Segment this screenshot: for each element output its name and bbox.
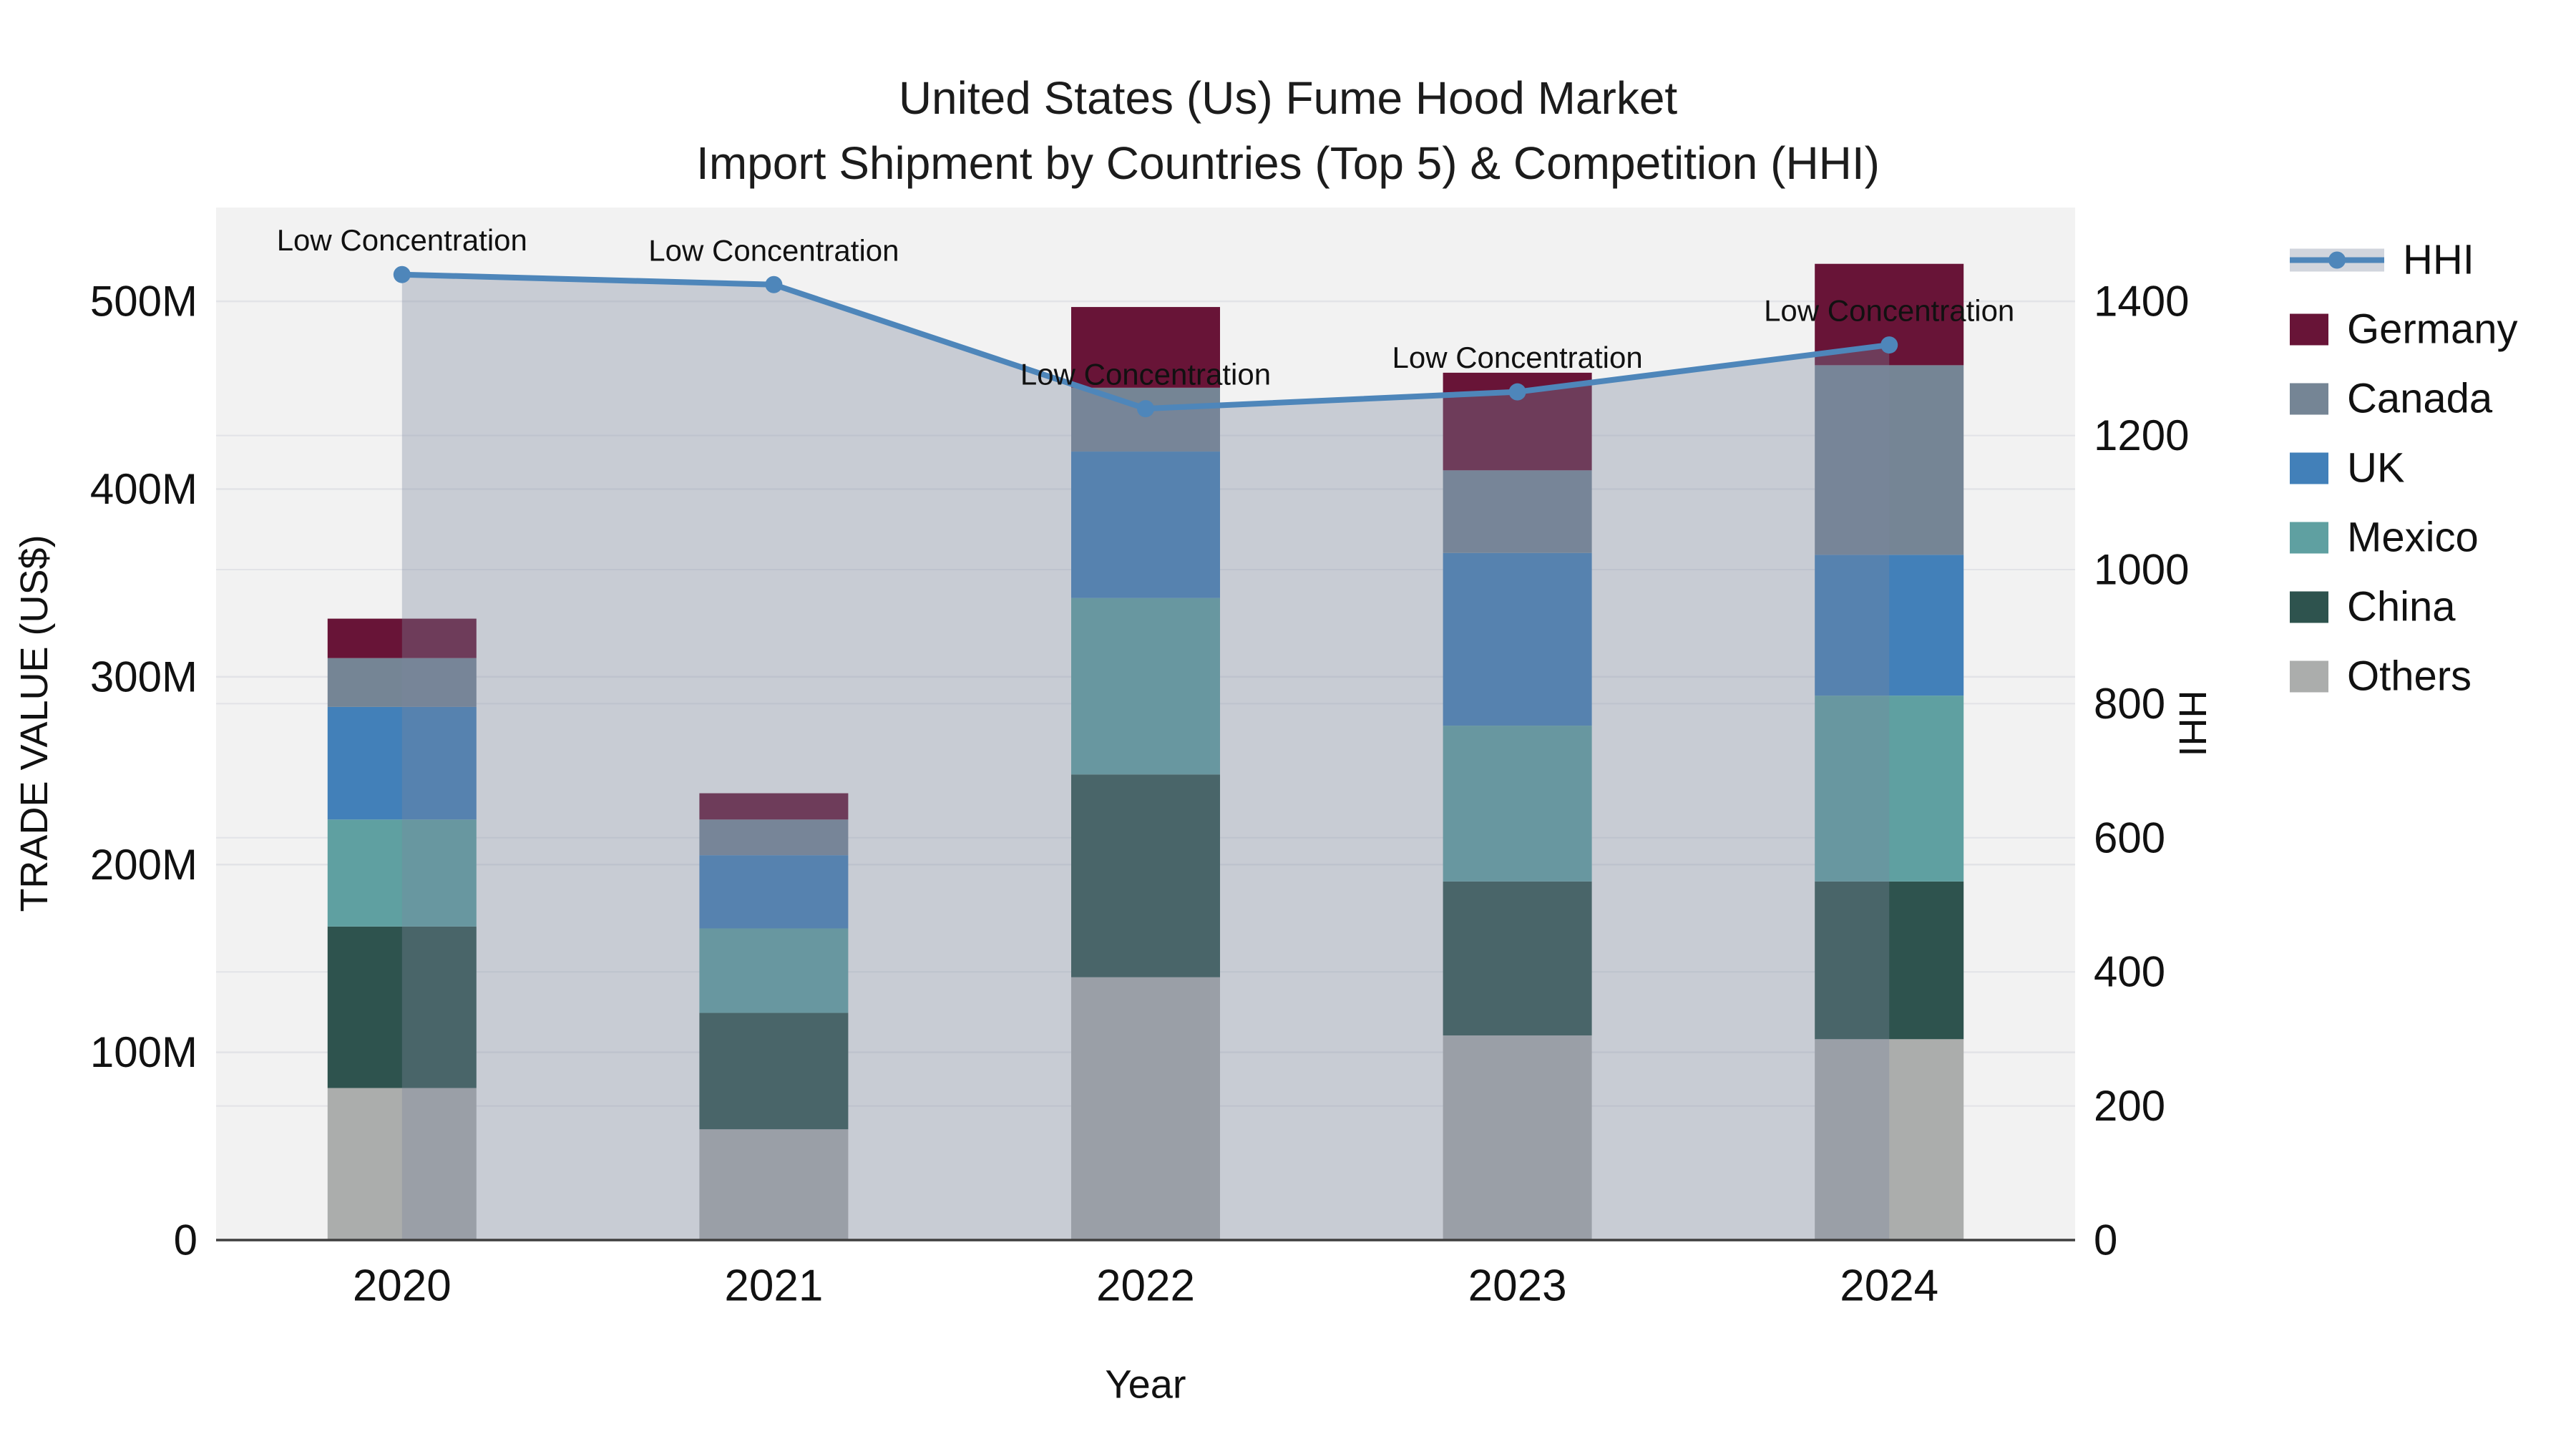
bar-segment-others-2021 bbox=[699, 1129, 849, 1240]
bar-segment-uk-2020 bbox=[327, 706, 477, 820]
y-left-tick-200M: 200M bbox=[90, 841, 197, 889]
bar-segment-china-2022 bbox=[1071, 774, 1220, 977]
legend-swatch-mexico bbox=[2290, 522, 2328, 553]
bar-segment-mexico-2020 bbox=[327, 819, 477, 927]
legend-label-hhi: HHI bbox=[2403, 236, 2474, 283]
x-tick-2021: 2021 bbox=[724, 1262, 823, 1311]
legend-swatch-china bbox=[2290, 591, 2328, 623]
y-right-tick-200: 200 bbox=[2094, 1082, 2165, 1130]
legend-item-canada[interactable]: Canada bbox=[2290, 375, 2492, 423]
bar-segment-uk-2022 bbox=[1071, 452, 1220, 598]
bar-segment-canada-2020 bbox=[327, 658, 477, 707]
y-right-tick-1200: 1200 bbox=[2094, 411, 2189, 459]
legend-item-hhi[interactable]: HHI bbox=[2290, 236, 2474, 284]
y-left-tick-100M: 100M bbox=[90, 1028, 197, 1076]
bar-segment-canada-2023 bbox=[1443, 470, 1592, 553]
y-right-tick-1000: 1000 bbox=[2094, 545, 2189, 593]
y-left-tick-0: 0 bbox=[174, 1216, 197, 1264]
bar-segment-germany-2022 bbox=[1071, 307, 1220, 388]
y-left-tick-300M: 300M bbox=[90, 653, 197, 701]
annotation-2020: Low Concentration bbox=[277, 223, 527, 257]
bar-segment-canada-2024 bbox=[1815, 365, 1964, 555]
legend-swatch-canada bbox=[2290, 383, 2328, 414]
annotation-2023: Low Concentration bbox=[1392, 341, 1642, 374]
bar-segment-germany-2020 bbox=[327, 618, 477, 658]
bar-segment-others-2020 bbox=[327, 1088, 477, 1240]
chart-title-line1: United States (Us) Fume Hood Market bbox=[898, 72, 1678, 124]
hhi-area-fill bbox=[401, 274, 1890, 1240]
bar-segment-mexico-2023 bbox=[1443, 726, 1592, 882]
chart-title: United States (Us) Fume Hood Market Impo… bbox=[0, 66, 2576, 196]
legend-item-germany[interactable]: Germany bbox=[2290, 306, 2518, 353]
y-right-tick-400: 400 bbox=[2094, 948, 2165, 996]
bar-segment-others-2023 bbox=[1443, 1035, 1592, 1240]
y-right-tick-1400: 1400 bbox=[2094, 278, 2189, 326]
legend-label-others: Others bbox=[2347, 653, 2472, 700]
bar-segment-china-2021 bbox=[699, 1013, 849, 1130]
bar-segment-uk-2023 bbox=[1443, 552, 1592, 726]
annotation-2022: Low Concentration bbox=[1020, 358, 1271, 391]
x-tick-2024: 2024 bbox=[1840, 1262, 1938, 1311]
y-right-tick-600: 600 bbox=[2094, 814, 2165, 862]
chart-title-line2: Import Shipment by Countries (Top 5) & C… bbox=[696, 137, 1880, 189]
legend-swatch-germany bbox=[2290, 313, 2328, 345]
x-axis-title: Year bbox=[1105, 1361, 1186, 1407]
y-axis-title-right: HHI bbox=[2171, 690, 2214, 757]
hhi-marker-2022 bbox=[1137, 400, 1154, 418]
annotation-2021: Low Concentration bbox=[648, 233, 899, 267]
legend-hhi-line-icon bbox=[2290, 244, 2384, 275]
bar-segment-canada-2022 bbox=[1071, 387, 1220, 452]
y-left-tick-400M: 400M bbox=[90, 465, 197, 513]
legend-label-canada: Canada bbox=[2347, 375, 2493, 422]
bar-segment-mexico-2022 bbox=[1071, 597, 1220, 775]
legend-swatch-others bbox=[2290, 660, 2328, 692]
hhi-marker-2024 bbox=[1880, 336, 1898, 354]
bar-segment-germany-2021 bbox=[699, 793, 849, 820]
y-axis-title-left: TRADE VALUE (US$) bbox=[13, 535, 56, 912]
legend-label-china: China bbox=[2347, 583, 2456, 630]
y-right-tick-800: 800 bbox=[2094, 680, 2165, 728]
y-right-tick-0: 0 bbox=[2094, 1216, 2117, 1264]
x-tick-2020: 2020 bbox=[353, 1262, 452, 1311]
legend-item-others[interactable]: Others bbox=[2290, 653, 2472, 701]
annotation-2024: Low Concentration bbox=[1764, 294, 2014, 328]
bar-segment-uk-2021 bbox=[699, 855, 849, 929]
x-tick-2022: 2022 bbox=[1096, 1262, 1195, 1311]
legend-swatch-uk bbox=[2290, 452, 2328, 484]
hhi-marker-2020 bbox=[393, 265, 411, 283]
bar-segment-others-2022 bbox=[1071, 977, 1220, 1240]
legend-item-china[interactable]: China bbox=[2290, 583, 2456, 631]
bar-segment-china-2020 bbox=[327, 926, 477, 1088]
hhi-marker-2023 bbox=[1508, 383, 1526, 401]
legend-item-uk[interactable]: UK bbox=[2290, 444, 2405, 492]
x-tick-2023: 2023 bbox=[1468, 1262, 1567, 1311]
legend-label-uk: UK bbox=[2347, 444, 2405, 492]
bar-segment-mexico-2024 bbox=[1815, 696, 1964, 882]
bar-segment-china-2023 bbox=[1443, 881, 1592, 1036]
hhi-marker-2021 bbox=[765, 275, 783, 293]
legend-label-mexico: Mexico bbox=[2347, 514, 2479, 561]
bar-segment-mexico-2021 bbox=[699, 928, 849, 1013]
bar-segment-others-2024 bbox=[1815, 1039, 1964, 1240]
legend-label-germany: Germany bbox=[2347, 306, 2518, 353]
bar-segment-canada-2021 bbox=[699, 819, 849, 856]
legend-item-mexico[interactable]: Mexico bbox=[2290, 514, 2479, 562]
bar-segment-uk-2024 bbox=[1815, 555, 1964, 696]
y-left-tick-500M: 500M bbox=[90, 278, 197, 326]
bar-segment-china-2024 bbox=[1815, 881, 1964, 1040]
